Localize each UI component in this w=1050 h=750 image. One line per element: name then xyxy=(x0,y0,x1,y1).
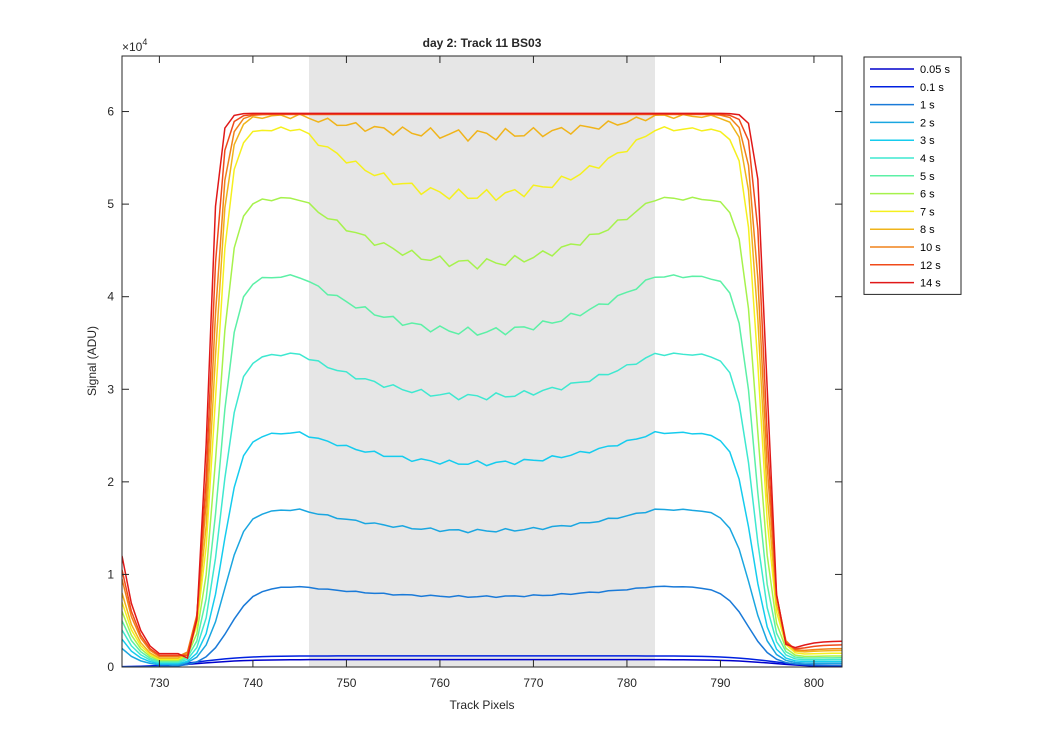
series-line-8-s xyxy=(122,113,842,659)
series-line-3-s xyxy=(122,430,842,665)
y-axis-label: Signal (ADU) xyxy=(85,326,99,396)
x-tick-label: 760 xyxy=(430,676,450,690)
plot-area xyxy=(122,56,842,667)
x-tick-label: 750 xyxy=(336,676,356,690)
legend-entry: 1 s xyxy=(920,100,935,112)
y-exponent-label: ×104 xyxy=(122,37,147,54)
x-tick-label: 740 xyxy=(243,676,263,690)
y-tick-label: 3 xyxy=(107,382,114,396)
series-group xyxy=(122,112,842,667)
legend: 0.05 s 0.1 s 1 s 2 s 3 s 4 s 5 s 6 s 7 s 8 s 10 s 1… xyxy=(863,56,962,295)
series-line-14-s xyxy=(122,112,842,660)
series-line-7-s xyxy=(122,125,842,660)
legend-entry: 0.1 s xyxy=(920,82,944,94)
x-tick-label: 800 xyxy=(804,676,824,690)
legend-entry: 8 s xyxy=(920,224,935,236)
x-tick-label: 790 xyxy=(710,676,730,690)
legend-entry: 6 s xyxy=(920,189,935,201)
y-tick-label: 5 xyxy=(107,197,114,211)
legend-entry: 4 s xyxy=(920,153,935,165)
legend-entry: 7 s xyxy=(920,206,935,218)
series-line-0-05-s xyxy=(122,658,842,667)
y-tick-label: 0 xyxy=(107,660,114,674)
series-line-12-s xyxy=(122,113,842,657)
y-exponent-base: ×10 xyxy=(122,40,143,54)
legend-entry: 3 s xyxy=(920,135,935,147)
legend-entry: 0.05 s xyxy=(920,64,950,76)
x-tick-label: 770 xyxy=(523,676,543,690)
legend-entry: 5 s xyxy=(920,171,935,183)
y-exponent-power: 4 xyxy=(142,37,147,47)
series-line-5-s xyxy=(122,273,842,663)
y-tick-label: 6 xyxy=(107,105,114,119)
legend-entry: 14 s xyxy=(920,278,941,290)
y-tick-label: 4 xyxy=(107,290,114,304)
legend-entry: 10 s xyxy=(920,242,941,254)
x-axis-label: Track Pixels xyxy=(450,698,515,712)
series-line-4-s xyxy=(122,352,842,664)
y-tick-label: 2 xyxy=(107,475,114,489)
x-tick-label: 780 xyxy=(617,676,637,690)
series-line-1-s xyxy=(122,585,842,667)
legend-entry: 12 s xyxy=(920,260,941,272)
axes-box xyxy=(121,55,843,668)
x-tick-label: 730 xyxy=(149,676,169,690)
chart-title: day 2: Track 11 BS03 xyxy=(423,36,542,50)
shaded-region xyxy=(309,56,655,667)
y-tick-label: 1 xyxy=(107,567,114,581)
axes: 730 740 750 760 770 780 790 800 0 1 2 3 4 5 6 xyxy=(107,55,843,690)
series-line-6-s xyxy=(122,196,842,662)
series-line-0-1-s xyxy=(122,655,842,667)
legend-entry: 2 s xyxy=(920,117,935,129)
series-line-2-s xyxy=(122,508,842,666)
